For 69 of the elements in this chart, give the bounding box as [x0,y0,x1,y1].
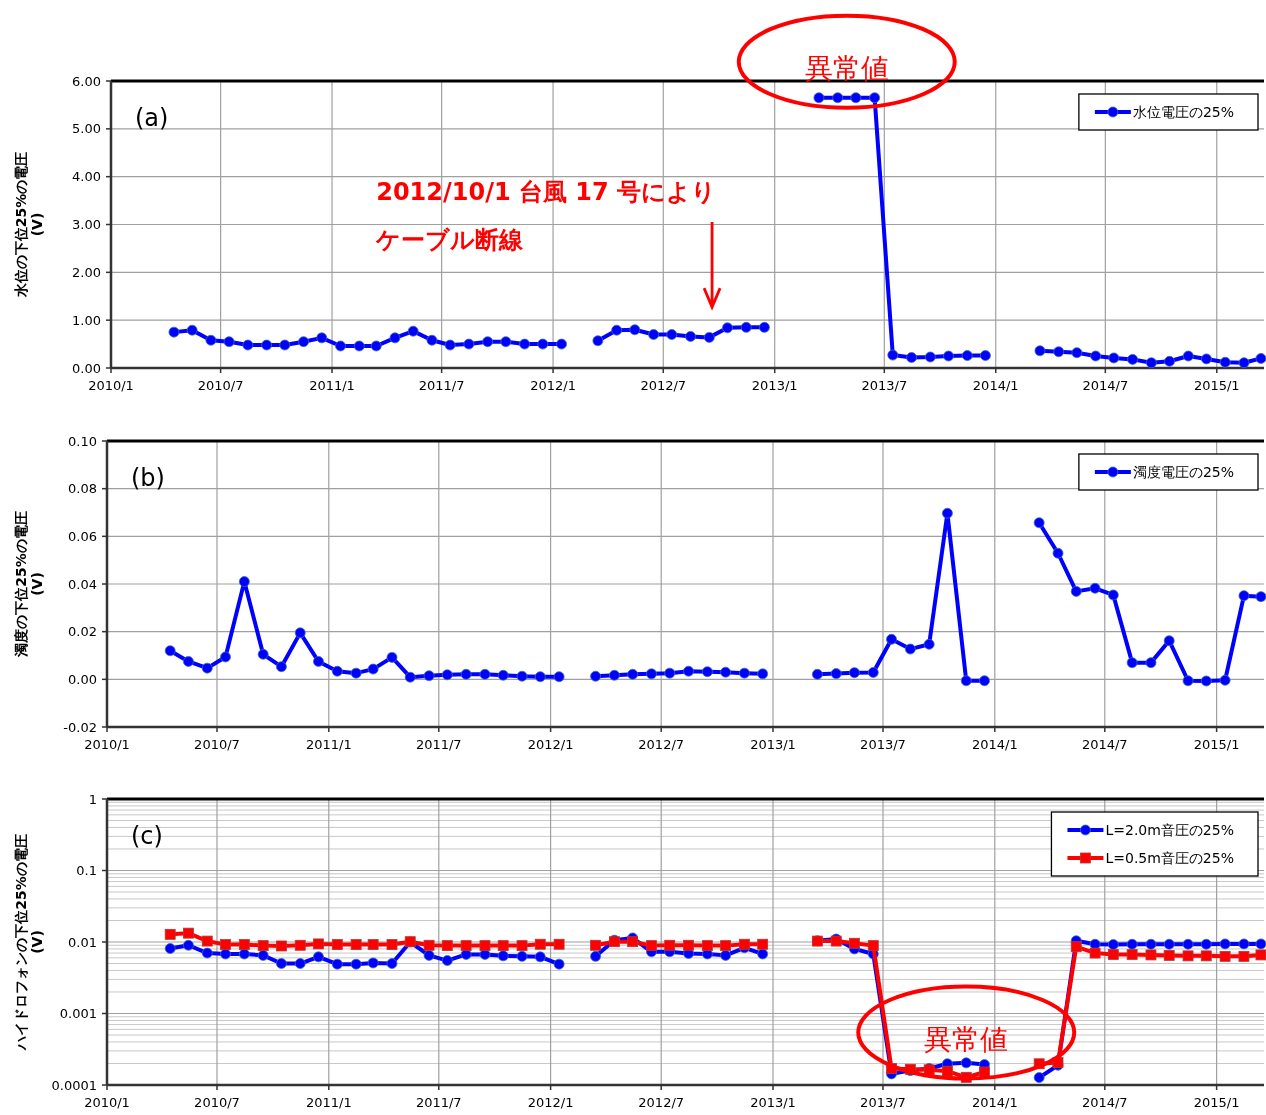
y-tick-label: 5.00 [72,121,101,137]
x-tick-label: 2012/1 [527,1095,574,1110]
x-tick-label: 2011/7 [415,1095,462,1110]
legend-label: 濁度電圧の25% [1132,464,1234,480]
text: (b) [131,464,165,492]
x-tick-label: 2013/1 [750,737,796,752]
annotation: 異常値 [804,51,889,85]
x-tick-label: 2014/7 [1081,1095,1128,1110]
text: (c) [131,822,163,850]
x-tick-label: 2014/7 [1081,737,1128,752]
y-axis-title: 水位の下位25%の電圧 (V) [13,151,45,299]
x-tick-label: 2011/7 [415,737,462,752]
x-tick-label: 2015/1 [1193,378,1240,393]
y-tick-label: -0.02 [63,719,97,735]
legend: 濁度電圧の25% [1078,453,1259,491]
x-tick-label: 2011/1 [309,378,355,393]
x-tick-label: 2013/1 [750,1095,796,1110]
y-tick-label: 0.1 [76,863,97,878]
x-tick-label: 2010/7 [197,378,244,393]
x-tick-label: 2010/7 [194,737,240,752]
x-tick-label: 2014/1 [971,737,1018,752]
x-tick-label: 2014/7 [1082,378,1129,393]
y-tick-label: 0.06 [68,528,97,544]
x-tick-label: 2014/1 [971,1095,1018,1110]
x-tick-label: 2011/1 [305,1095,352,1110]
legend-label: L=0.5m音圧の25% [1105,850,1234,866]
y-tick-label: 2.00 [72,264,101,280]
y-tick-label: 3.00 [72,217,101,232]
x-tick-label: 2015/1 [1193,1095,1240,1110]
y-tick-label: 1 [88,791,97,807]
x-tick-label: 2012/1 [527,737,574,752]
annotation: ケーブル断線 [376,226,524,255]
y-tick-label: 0.04 [68,576,97,592]
y-tick-label: 0.0001 [51,1077,97,1093]
legend: 水位電圧の25% [1078,93,1259,131]
x-tick-label: 2013/7 [860,737,906,752]
x-tick-label: 2010/1 [84,1095,130,1110]
x-tick-label: 2014/1 [972,378,1019,393]
x-tick-label: 2011/1 [305,737,352,752]
y-tick-label: 0.00 [72,360,101,376]
x-tick-label: 2015/1 [1193,737,1240,752]
x-tick-label: 2010/7 [194,1095,240,1110]
x-tick-label: 2010/1 [88,378,134,393]
y-tick-label: 0.02 [68,624,97,640]
x-tick-label: 2011/7 [418,378,465,393]
x-tick-label: 2010/1 [84,737,130,752]
y-tick-label: 4.00 [72,169,101,185]
annotation: 異常値 [736,13,957,110]
y-tick-label: 0.00 [68,671,97,687]
annotation: 異常値 [856,984,1077,1081]
x-tick-label: 2013/1 [751,378,798,393]
y-tick-label: 0.08 [68,481,97,497]
y-axis-title: ハイドロフォンの下位25%の電圧 (V) [13,834,45,1051]
annotation: 異常値 [924,1022,1009,1056]
x-tick-label: 2012/1 [530,378,576,393]
legend-label: 水位電圧の25% [1132,104,1234,120]
x-tick-label: 2012/7 [638,1095,685,1110]
y-tick-label: 0.001 [59,1006,97,1021]
y-tick-label: 1.00 [72,312,101,328]
x-tick-label: 2013/7 [861,378,908,393]
y-tick-label: 6.00 [72,73,101,89]
y-axis-title: 濁度の下位25%の電圧 (V) [13,511,45,658]
x-tick-label: 2012/7 [638,737,685,752]
text: (a) [135,104,169,132]
y-tick-label: 0.01 [68,934,97,950]
x-tick-label: 2013/7 [860,1095,906,1110]
y-tick-label: 0.10 [68,433,97,449]
x-tick-label: 2012/7 [640,378,687,393]
legend-label: L=2.0m音圧の25% [1105,822,1234,838]
